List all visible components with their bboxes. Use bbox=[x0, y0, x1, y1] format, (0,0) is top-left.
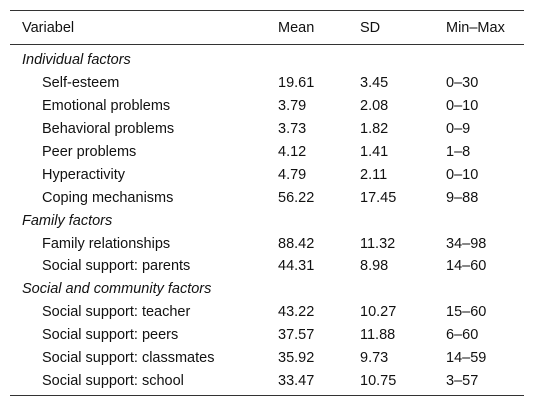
table-row: Behavioral problems 3.73 1.82 0–9 bbox=[10, 118, 524, 141]
header-min-max: Min–Max bbox=[434, 10, 524, 45]
mean-cell: 35.92 bbox=[278, 350, 315, 367]
sd-cell: 8.98 bbox=[360, 258, 389, 275]
header-variabel: Variabel bbox=[10, 10, 266, 45]
group-label: Individual factors bbox=[22, 52, 131, 69]
min-max-cell: 0–30 bbox=[446, 75, 479, 92]
table-header: Variabel Mean SD Min–Max bbox=[10, 10, 524, 45]
table-row: Family relationships 88.42 11.32 34–98 bbox=[10, 232, 524, 255]
variable-cell: Behavioral problems bbox=[42, 121, 175, 138]
variable-cell: Social support: peers bbox=[42, 327, 179, 344]
sd-cell: 3.45 bbox=[360, 75, 389, 92]
table-row: Emotional problems 3.79 2.08 0–10 bbox=[10, 95, 524, 118]
min-max-cell: 6–60 bbox=[446, 327, 479, 344]
table-row: Social support: classmates 35.92 9.73 14–59 bbox=[10, 347, 524, 370]
table-row: Social support: school 33.47 10.75 3–57 bbox=[10, 369, 524, 397]
sd-cell: 10.27 bbox=[360, 304, 397, 321]
sd-cell: 11.88 bbox=[360, 327, 396, 344]
min-max-cell: 15–60 bbox=[446, 304, 487, 321]
variable-cell: Social support: parents bbox=[42, 258, 191, 275]
min-max-cell: 0–10 bbox=[446, 166, 479, 183]
sd-cell: 2.11 bbox=[360, 166, 388, 183]
group-row: Family factors bbox=[10, 209, 524, 232]
variable-cell: Emotional problems bbox=[42, 98, 171, 115]
variable-cell: Hyperactivity bbox=[42, 166, 125, 183]
table-row: Self-esteem 19.61 3.45 0–30 bbox=[10, 72, 524, 95]
group-label: Social and community factors bbox=[22, 281, 212, 298]
mean-cell: 33.47 bbox=[266, 369, 348, 397]
variable-cell: Social support: teacher bbox=[42, 304, 191, 321]
table-row: Social support: peers 37.57 11.88 6–60 bbox=[10, 324, 524, 347]
mean-cell: 4.12 bbox=[278, 144, 307, 160]
variable-cell: Social support: school bbox=[10, 369, 266, 397]
mean-cell: 4.79 bbox=[278, 166, 307, 183]
variable-cell: Peer problems bbox=[42, 144, 137, 160]
sd-cell: 9.73 bbox=[360, 350, 389, 367]
header-mean: Mean bbox=[266, 10, 348, 45]
group-row: Social and community factors bbox=[10, 278, 524, 301]
sd-cell: 2.08 bbox=[360, 98, 389, 115]
variable-cell: Self-esteem bbox=[42, 75, 120, 92]
statistics-table-container: Variabel Mean SD Min–Max Individual fact… bbox=[10, 10, 524, 397]
sd-cell: 11.32 bbox=[360, 235, 396, 252]
table-row: Social support: parents 44.31 8.98 14–60 bbox=[10, 255, 524, 278]
min-max-cell: 3–57 bbox=[434, 369, 524, 397]
table-row: Social support: teacher 43.22 10.27 15–60 bbox=[10, 301, 524, 324]
table-row: Hyperactivity 4.79 2.11 0–10 bbox=[10, 163, 524, 186]
header-row: Variabel Mean SD Min–Max bbox=[10, 10, 524, 45]
min-max-cell: 34–98 bbox=[446, 235, 487, 252]
header-sd: SD bbox=[348, 10, 434, 45]
mean-cell: 43.22 bbox=[278, 304, 315, 321]
mean-cell: 44.31 bbox=[278, 258, 315, 275]
min-max-cell: 0–10 bbox=[446, 98, 479, 115]
mean-cell: 3.73 bbox=[278, 121, 307, 138]
descriptive-statistics-table: Variabel Mean SD Min–Max Individual fact… bbox=[10, 10, 524, 397]
mean-cell: 3.79 bbox=[278, 98, 307, 115]
sd-cell: 1.82 bbox=[360, 121, 389, 138]
table-row: Peer problems 4.12 1.41 1–8 bbox=[10, 141, 524, 164]
table-row: Coping mechanisms 56.22 17.45 9–88 bbox=[10, 186, 524, 209]
mean-cell: 37.57 bbox=[278, 327, 315, 344]
variable-cell: Family relationships bbox=[42, 235, 171, 252]
mean-cell: 19.61 bbox=[278, 75, 315, 92]
mean-cell: 56.22 bbox=[278, 189, 315, 206]
min-max-cell: 1–8 bbox=[446, 144, 471, 160]
sd-cell: 17.45 bbox=[360, 189, 397, 206]
mean-cell: 88.42 bbox=[278, 235, 315, 252]
variable-cell: Social support: classmates bbox=[42, 350, 215, 367]
group-label: Family factors bbox=[22, 212, 113, 229]
variable-cell: Coping mechanisms bbox=[42, 189, 174, 206]
table-body: Individual factors Self-esteem 19.61 3.45 0–… bbox=[10, 45, 524, 397]
min-max-cell: 0–9 bbox=[446, 121, 471, 138]
min-max-cell: 14–60 bbox=[446, 258, 487, 275]
min-max-cell: 9–88 bbox=[446, 189, 479, 206]
sd-cell: 1.41 bbox=[360, 144, 389, 160]
sd-cell: 10.75 bbox=[348, 369, 434, 397]
min-max-cell: 14–59 bbox=[446, 350, 487, 367]
group-row: Individual factors bbox=[10, 45, 524, 72]
